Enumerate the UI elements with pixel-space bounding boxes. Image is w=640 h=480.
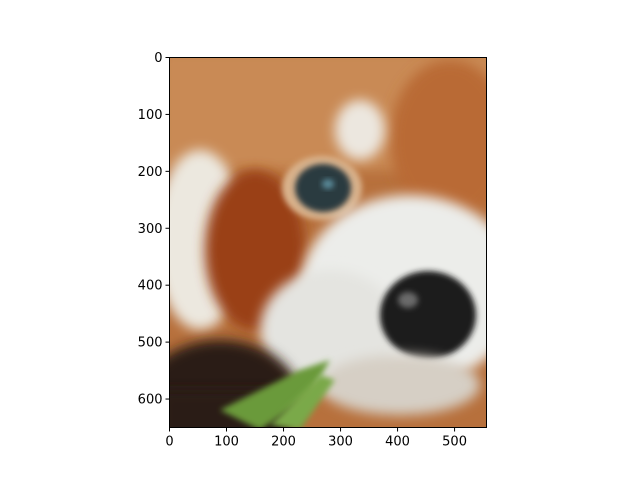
x-axis: 0 100 200 300 400 500 [165,427,467,450]
y-axis: 0 100 200 300 400 500 600 [138,51,170,408]
red-panda-image [169,57,487,428]
y-tick-label: 500 [138,336,163,351]
y-tick-label: 600 [138,393,163,408]
x-tick-label: 200 [271,435,296,450]
x-tick-label: 100 [214,435,239,450]
x-tick-label: 400 [385,435,410,450]
x-tick-label: 500 [442,435,467,450]
y-tick-label: 200 [138,165,163,180]
axes-frame [169,57,487,428]
y-tick-label: 400 [138,279,163,294]
y-tick-label: 300 [138,222,163,237]
x-tick-label: 300 [328,435,353,450]
y-tick-label: 0 [154,51,162,66]
y-tick-label: 100 [138,108,163,123]
x-tick-label: 0 [165,435,173,450]
